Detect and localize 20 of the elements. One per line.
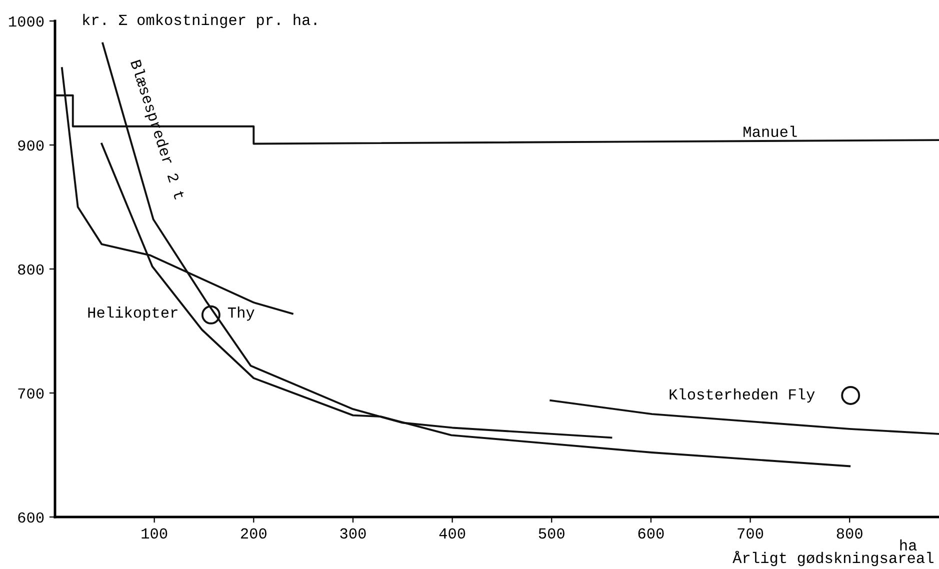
x-tick-label: 400 (439, 528, 466, 539)
x-tick-label: 700 (738, 528, 764, 539)
x-tick-label: 100 (142, 528, 168, 539)
x-tick-label: 800 (836, 528, 862, 539)
y-tick-label: 900 (18, 140, 44, 151)
annotation: Helikopter (88, 306, 178, 321)
y-tick-label: 1000 (9, 16, 44, 27)
x-tick-label: 200 (240, 528, 266, 539)
x-tick-label: 600 (638, 528, 664, 539)
y-axis-title: kr. Σ omkostninger pr. ha. (83, 14, 316, 28)
y-tick-label: 600 (18, 512, 44, 523)
x-tick-label: 500 (538, 528, 564, 539)
annotation: Thy (228, 306, 254, 321)
y-tick-label: 700 (18, 388, 44, 399)
annotation: Manuel (744, 126, 797, 138)
y-tick-label: 800 (18, 264, 44, 275)
text: ha (900, 539, 917, 551)
x-tick-label: 300 (340, 528, 366, 539)
annotation: Klosterheden Fly (670, 388, 815, 403)
x-axis-title: Årligt gødskningsareal (732, 550, 934, 566)
